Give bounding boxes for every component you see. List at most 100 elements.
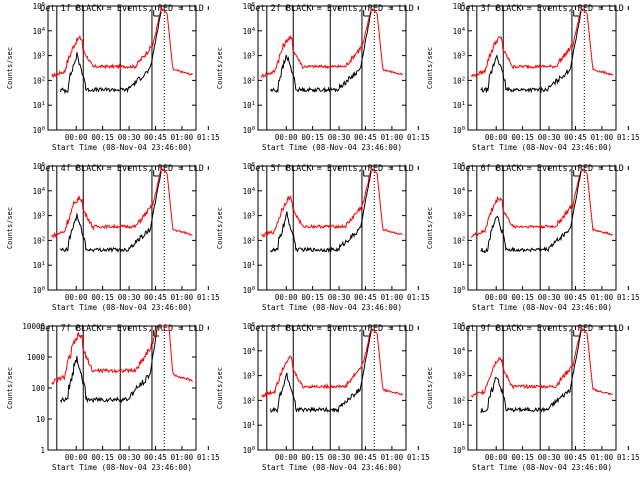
series-events-line <box>60 171 162 253</box>
x-tick-label: 00:30 <box>328 133 351 142</box>
y-tick-label: 103 <box>453 52 465 61</box>
x-tick-label: 00:15 <box>301 293 324 302</box>
x-tick-label: 00:00 <box>485 133 508 142</box>
x-axis-label: Start Time (08-Nov-04 23:46:00) <box>262 143 402 152</box>
x-tick-label: 00:45 <box>144 133 167 142</box>
x-tick-label: 00:15 <box>301 453 324 462</box>
y-tick-label: 101 <box>453 261 465 270</box>
series-events-line <box>270 11 372 94</box>
y-tick-label: 10000 <box>22 322 45 331</box>
plot-frame <box>467 325 617 451</box>
x-tick-label: 01:15 <box>407 293 430 302</box>
x-tick-label: 00:45 <box>564 293 587 302</box>
x-axis-label: Start Time (08-Nov-04 23:46:00) <box>472 143 612 152</box>
panel-1: Det 1f BLACK = Events, RED = LLD 100 101 10… <box>6 2 220 152</box>
y-tick-label: 105 <box>33 2 45 11</box>
x-tick-label: 00:15 <box>301 133 324 142</box>
x-tick-label: 00:30 <box>538 453 561 462</box>
panel-3: Det 3f BLACK = Events, RED = LLD 100 101 10… <box>426 2 640 152</box>
x-axis-label: Start Time (08-Nov-04 23:46:00) <box>262 463 402 472</box>
panel-title: Det 2f BLACK = Events, RED = LLD <box>250 4 414 14</box>
x-axis-label: Start Time (08-Nov-04 23:46:00) <box>52 303 192 312</box>
y-tick-label: 10 <box>36 415 46 424</box>
y-tick-label: 102 <box>33 236 45 245</box>
x-tick-label: 01:00 <box>591 133 614 142</box>
x-tick-label: 00:45 <box>144 293 167 302</box>
y-tick-label: 101 <box>453 101 465 110</box>
x-tick-label: 00:45 <box>564 453 587 462</box>
x-tick-label: 00:30 <box>328 293 351 302</box>
panel-title: Det 7f BLACK = Events, RED = LLD <box>40 324 204 334</box>
y-tick-label: 100 <box>453 286 465 295</box>
y-tick-label: 104 <box>243 27 256 36</box>
x-tick-label: 01:00 <box>591 453 614 462</box>
x-axis-label: Start Time (08-Nov-04 23:46:00) <box>52 143 192 152</box>
y-tick-label: 100 <box>453 446 465 455</box>
panel-title: Det 5f BLACK = Events, RED = LLD <box>250 164 414 174</box>
y-tick-label: 1000 <box>27 353 46 362</box>
y-tick-label: 105 <box>243 322 255 331</box>
panel-title: Det 3f BLACK = Events, RED = LLD <box>460 4 624 14</box>
series-lld-line <box>51 325 193 386</box>
y-tick-label: 105 <box>243 2 255 11</box>
x-axis-label: Start Time (08-Nov-04 23:46:00) <box>262 303 402 312</box>
plot-frame <box>467 5 617 131</box>
series-lld-line <box>51 6 193 79</box>
panel-5: Det 5f BLACK = Events, RED = LLD 100 101 10… <box>216 162 430 312</box>
plot-frame <box>257 5 407 131</box>
y-tick-label: 103 <box>33 52 45 61</box>
x-tick-label: 00:15 <box>91 133 114 142</box>
y-tick-label: 100 <box>453 126 465 135</box>
x-tick-label: 01:00 <box>381 293 404 302</box>
y-tick-label: 102 <box>243 76 255 85</box>
y-tick-label: 102 <box>453 236 465 245</box>
y-tick-label: 104 <box>33 27 46 36</box>
x-axis-label: Start Time (08-Nov-04 23:46:00) <box>472 463 612 472</box>
x-tick-label: 00:00 <box>275 293 298 302</box>
y-tick-label: 103 <box>243 52 255 61</box>
x-tick-label: 00:30 <box>118 293 141 302</box>
x-tick-label: 01:00 <box>381 453 404 462</box>
y-tick-label: 100 <box>33 126 45 135</box>
x-tick-label: 00:00 <box>485 293 508 302</box>
x-tick-label: 01:15 <box>617 293 640 302</box>
panel-6: Det 6f BLACK = Events, RED = LLD 100 101 10… <box>426 162 640 312</box>
y-tick-label: 103 <box>33 212 45 221</box>
y-tick-label: 100 <box>243 286 255 295</box>
y-tick-label: 105 <box>33 162 45 171</box>
x-tick-label: 01:15 <box>197 453 220 462</box>
y-tick-label: 105 <box>243 162 255 171</box>
series-events-line <box>270 171 372 253</box>
series-lld-line <box>471 168 613 238</box>
series-events-line <box>480 330 582 414</box>
series-lld-line <box>261 328 403 398</box>
panel-title: Det 9f BLACK = Events, RED = LLD <box>460 324 624 334</box>
series-events-line <box>60 11 162 95</box>
plot-frame <box>257 325 407 451</box>
y-axis-label: Counts/sec <box>216 207 224 249</box>
y-axis-label: Counts/sec <box>6 47 14 89</box>
y-tick-label: 101 <box>243 101 255 110</box>
panel-9: Det 9f BLACK = Events, RED = LLD 100 101 10… <box>426 322 640 472</box>
x-axis-label: Start Time (08-Nov-04 23:46:00) <box>52 463 192 472</box>
y-tick-label: 101 <box>453 421 465 430</box>
series-events-line <box>270 330 372 414</box>
y-tick-label: 102 <box>33 76 45 85</box>
x-tick-label: 01:15 <box>407 133 430 142</box>
panel-7: Det 7f BLACK = Events, RED = LLD 1 10 100 10… <box>6 322 220 472</box>
y-tick-label: 103 <box>243 372 255 381</box>
x-tick-label: 00:00 <box>275 133 298 142</box>
x-tick-label: 01:15 <box>197 293 220 302</box>
plot-frame <box>47 165 197 291</box>
x-tick-label: 00:45 <box>354 293 377 302</box>
series-lld-line <box>261 168 403 238</box>
y-tick-label: 100 <box>33 286 45 295</box>
x-tick-label: 01:00 <box>171 133 194 142</box>
x-tick-label: 00:30 <box>328 453 351 462</box>
series-lld-line <box>471 325 613 398</box>
panel-title: Det 8f BLACK = Events, RED = LLD <box>250 324 414 334</box>
y-tick-label: 102 <box>453 396 465 405</box>
x-tick-label: 00:15 <box>511 453 534 462</box>
plot-frame <box>47 5 197 131</box>
x-tick-label: 00:15 <box>511 293 534 302</box>
